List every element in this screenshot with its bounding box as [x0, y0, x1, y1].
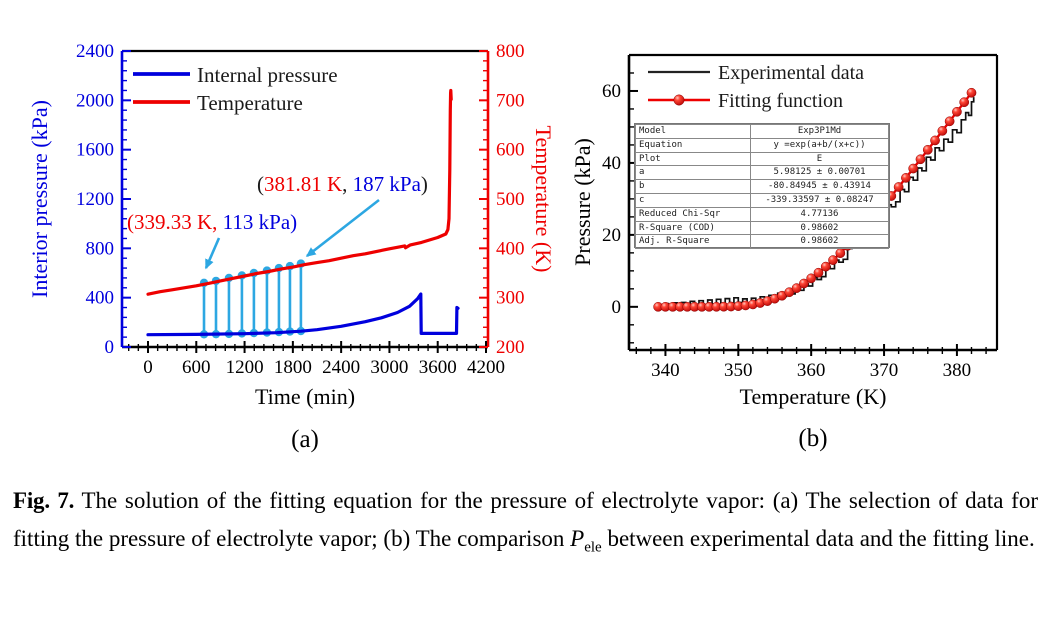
svg-text:500: 500: [496, 189, 525, 210]
selection-start-label: (339.33 K, 113 kPa): [127, 210, 297, 234]
svg-text:2000: 2000: [76, 90, 114, 111]
legend-b-label-1: Fitting function: [718, 90, 843, 112]
svg-text:60: 60: [602, 81, 621, 102]
svg-text:350: 350: [724, 360, 753, 381]
svg-text:2400: 2400: [322, 357, 360, 378]
fit-table-value-0: Exp3P1Md: [750, 124, 889, 139]
fit-table-label-7: R-Square (COD): [635, 220, 751, 236]
svg-text:800: 800: [496, 41, 525, 62]
svg-text:40: 40: [602, 153, 621, 174]
svg-text:400: 400: [496, 238, 525, 259]
figure-label: Fig. 7.: [13, 488, 75, 513]
fit-table-value-7: 0.98602: [750, 220, 889, 236]
svg-text:0: 0: [143, 357, 153, 378]
annotation-arrow-2: [305, 198, 380, 258]
fit-table-value-8: 0.98602: [750, 234, 889, 250]
fit-table-value-6: 4.77136: [750, 206, 889, 222]
fit-table-value-5: -339.33597 ± 0.08247: [750, 192, 889, 208]
fit-table-label-2: Plot: [635, 151, 751, 167]
svg-text:1600: 1600: [76, 140, 114, 161]
caption-text-1: The solution of the fitting equation for…: [13, 488, 1038, 551]
svg-text:340: 340: [651, 360, 680, 381]
legend-a-label-1: Temperature: [197, 91, 303, 115]
fit-table-label-6: Reduced Chi-Sqr: [635, 206, 751, 222]
svg-text:360: 360: [797, 360, 826, 381]
svg-text:600: 600: [182, 357, 211, 378]
legend-b-label-0: Experimental data: [718, 62, 864, 84]
svg-text:4200: 4200: [467, 357, 505, 378]
legend-b: Experimental data Fitting function: [648, 62, 864, 112]
temperature-line: [146, 88, 453, 296]
svg-text:0: 0: [612, 297, 622, 318]
svg-text:20: 20: [602, 225, 621, 246]
caption-p-subscript: ele: [584, 539, 602, 556]
svg-text:1200: 1200: [226, 357, 264, 378]
legend-a: Internal pressure Temperature: [133, 63, 338, 115]
x-axis-title: Time (min): [255, 384, 355, 409]
svg-text:0: 0: [105, 337, 115, 358]
fit-table-label-5: c: [635, 192, 751, 208]
svg-text:3000: 3000: [370, 357, 408, 378]
svg-text:700: 700: [496, 90, 525, 111]
chart-a-canvas: 0 600 1200 1800 2400 3000 3600 4200 0 400 800 1200 1…: [27, 41, 556, 453]
fit-table-label-3: a: [635, 165, 751, 181]
selection-end-label: (381.81 K, 187 kPa): [257, 172, 428, 196]
legend-a-label-0: Internal pressure: [197, 63, 338, 87]
caption-p-symbol: P: [570, 526, 585, 551]
fit-table-value-1: y =exp(a+b/(x+c)): [750, 137, 889, 153]
svg-text:400: 400: [86, 288, 115, 309]
subplot-label-b: (b): [798, 425, 827, 452]
fit-table-label-8: Adj. R-Square: [635, 234, 751, 250]
selected-data-connectors: [199, 259, 306, 339]
fit-results-table: Model Exp3P1Md Equation y =exp(a+b/(x+c)) Pl…: [634, 123, 890, 250]
svg-text:200: 200: [496, 337, 525, 358]
svg-text:380: 380: [943, 360, 972, 381]
svg-text:1800: 1800: [274, 357, 312, 378]
chart-b: 340 350 360 370 380 0 20 40 60 Pressure (kPa) Temp…: [560, 0, 1051, 465]
svg-text:800: 800: [86, 238, 115, 259]
left-axis-title: Interior pressure (kPa): [27, 100, 52, 298]
svg-text:1200: 1200: [76, 189, 114, 210]
chart-b-canvas: 340 350 360 370 380 0 20 40 60 Pressure (kPa) Temp…: [570, 53, 999, 452]
chart-b-axes: 340 350 360 370 380 0 20 40 60 Pressure (kPa) Temp…: [570, 53, 999, 452]
caption-text-2: between experimental data and the fittin…: [601, 526, 1035, 551]
internal-pressure-line: [146, 292, 460, 337]
fit-table-value-3: 5.98125 ± 0.00701: [750, 165, 889, 181]
annotation-arrow-1: [204, 237, 221, 270]
chart-a-axes: 0 600 1200 1800 2400 3000 3600 4200 0 400 800 1200 1…: [27, 41, 556, 453]
svg-text:2400: 2400: [76, 41, 114, 62]
figure-caption: Fig. 7. The solution of the fitting equa…: [13, 482, 1038, 567]
fit-table-label-0: Model: [635, 124, 751, 139]
fit-table-label-1: Equation: [635, 137, 751, 153]
svg-text:3600: 3600: [419, 357, 457, 378]
right-axis-title: Temperature (K): [531, 126, 556, 273]
subplot-label-a: (a): [291, 426, 319, 453]
fit-table-label-4: b: [635, 179, 751, 194]
legend-b-ball-marker: [673, 94, 685, 106]
fit-table-value-4: -80.84945 ± 0.43914: [750, 179, 889, 194]
chart-a: 0 600 1200 1800 2400 3000 3600 4200 0 400 800 1200 1…: [0, 0, 560, 465]
svg-text:370: 370: [870, 360, 899, 381]
experimental-data-line: [655, 97, 975, 310]
y-axis-title-b: Pressure (kPa): [570, 138, 595, 266]
svg-text:600: 600: [496, 140, 525, 161]
fitting-function-markers: [653, 87, 977, 312]
svg-text:300: 300: [496, 288, 525, 309]
x-axis-title-b: Temperature (K): [740, 384, 887, 409]
fit-table-value-2: E: [750, 151, 889, 167]
